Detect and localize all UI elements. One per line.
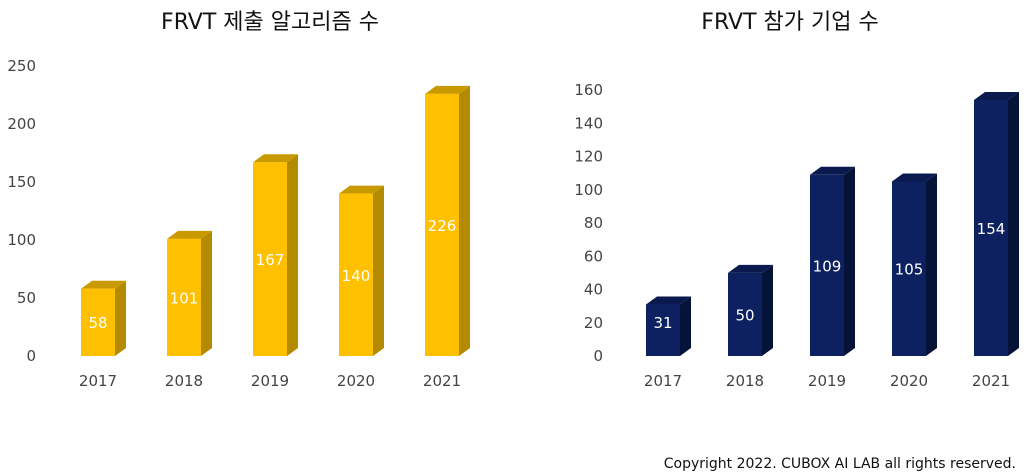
bar-side <box>201 230 212 356</box>
x-tick-label: 2019 <box>808 372 846 390</box>
data-label: 58 <box>88 314 107 332</box>
bar-2019 <box>810 174 844 356</box>
x-tick-label: 2017 <box>644 372 682 390</box>
bar-side <box>373 185 384 356</box>
bar-2020 <box>892 181 926 356</box>
y-tick-label: 0 <box>26 347 36 365</box>
bar-side <box>680 296 691 356</box>
y-tick-label: 250 <box>7 57 36 75</box>
x-tick-label: 2021 <box>972 372 1010 390</box>
copyright-footer: Copyright 2022. CUBOX AI LAB all rights … <box>663 456 1016 472</box>
bar-2018 <box>728 272 762 356</box>
bar-side <box>459 85 470 356</box>
x-tick-label: 2017 <box>79 372 117 390</box>
data-label: 105 <box>895 261 924 279</box>
y-tick-label: 200 <box>7 115 36 133</box>
bar-top <box>646 296 691 305</box>
data-label: 109 <box>813 257 842 275</box>
bar-top <box>974 91 1019 100</box>
y-tick-label: 20 <box>584 314 603 332</box>
x-tick-label: 2020 <box>890 372 928 390</box>
bar-2018 <box>167 238 201 356</box>
bar-side <box>844 166 855 356</box>
bar-top <box>339 185 384 194</box>
bar-top <box>253 154 298 163</box>
y-tick-label: 140 <box>574 114 603 132</box>
chart-companies: 0 20 40 60 80 100 120 140 160 31 2017 50 2018 109 2019… <box>574 81 1019 390</box>
chart-title-algorithms: FRVT 제출 알고리즘 수 <box>161 10 379 35</box>
x-tick-label: 2018 <box>165 372 203 390</box>
y-tick-label: 80 <box>584 214 603 232</box>
bar-side <box>1008 91 1019 356</box>
y-tick-label: 0 <box>593 347 603 365</box>
bar-side <box>115 280 126 356</box>
data-label: 50 <box>735 306 754 324</box>
y-tick-label: 120 <box>574 148 603 166</box>
bar-top <box>810 166 855 175</box>
y-tick-label: 100 <box>574 181 603 199</box>
chart-algorithms: 0 50 100 150 200 250 58 2017 101 2018 167 2019 140 20… <box>7 57 470 390</box>
bar-top <box>81 280 126 289</box>
bar-2017 <box>646 304 680 356</box>
x-tick-label: 2020 <box>337 372 375 390</box>
bar-side <box>287 154 298 356</box>
chart-title-companies: FRVT 참가 기업 수 <box>701 10 879 35</box>
y-tick-label: 150 <box>7 173 36 191</box>
bar-top <box>892 173 937 182</box>
bar-top <box>728 264 773 273</box>
data-label: 140 <box>342 267 371 285</box>
bar-2021 <box>425 93 459 356</box>
bar-2019 <box>253 162 287 356</box>
y-tick-label: 60 <box>584 247 603 265</box>
y-tick-label: 100 <box>7 231 36 249</box>
x-tick-label: 2018 <box>726 372 764 390</box>
data-label: 101 <box>170 289 199 307</box>
bar-2017 <box>81 288 115 356</box>
bar-top <box>425 85 470 94</box>
data-label: 226 <box>428 217 457 235</box>
x-tick-label: 2021 <box>423 372 461 390</box>
y-tick-label: 160 <box>574 81 603 99</box>
y-tick-label: 40 <box>584 281 603 299</box>
x-tick-label: 2019 <box>251 372 289 390</box>
bar-side <box>762 264 773 356</box>
bar-side <box>926 173 937 356</box>
bar-2021 <box>974 99 1008 356</box>
data-label: 31 <box>653 314 672 332</box>
data-label: 167 <box>256 251 285 269</box>
y-tick-label: 50 <box>17 289 36 307</box>
bar-2020 <box>339 193 373 356</box>
bar-top <box>167 230 212 239</box>
data-label: 154 <box>977 220 1006 238</box>
